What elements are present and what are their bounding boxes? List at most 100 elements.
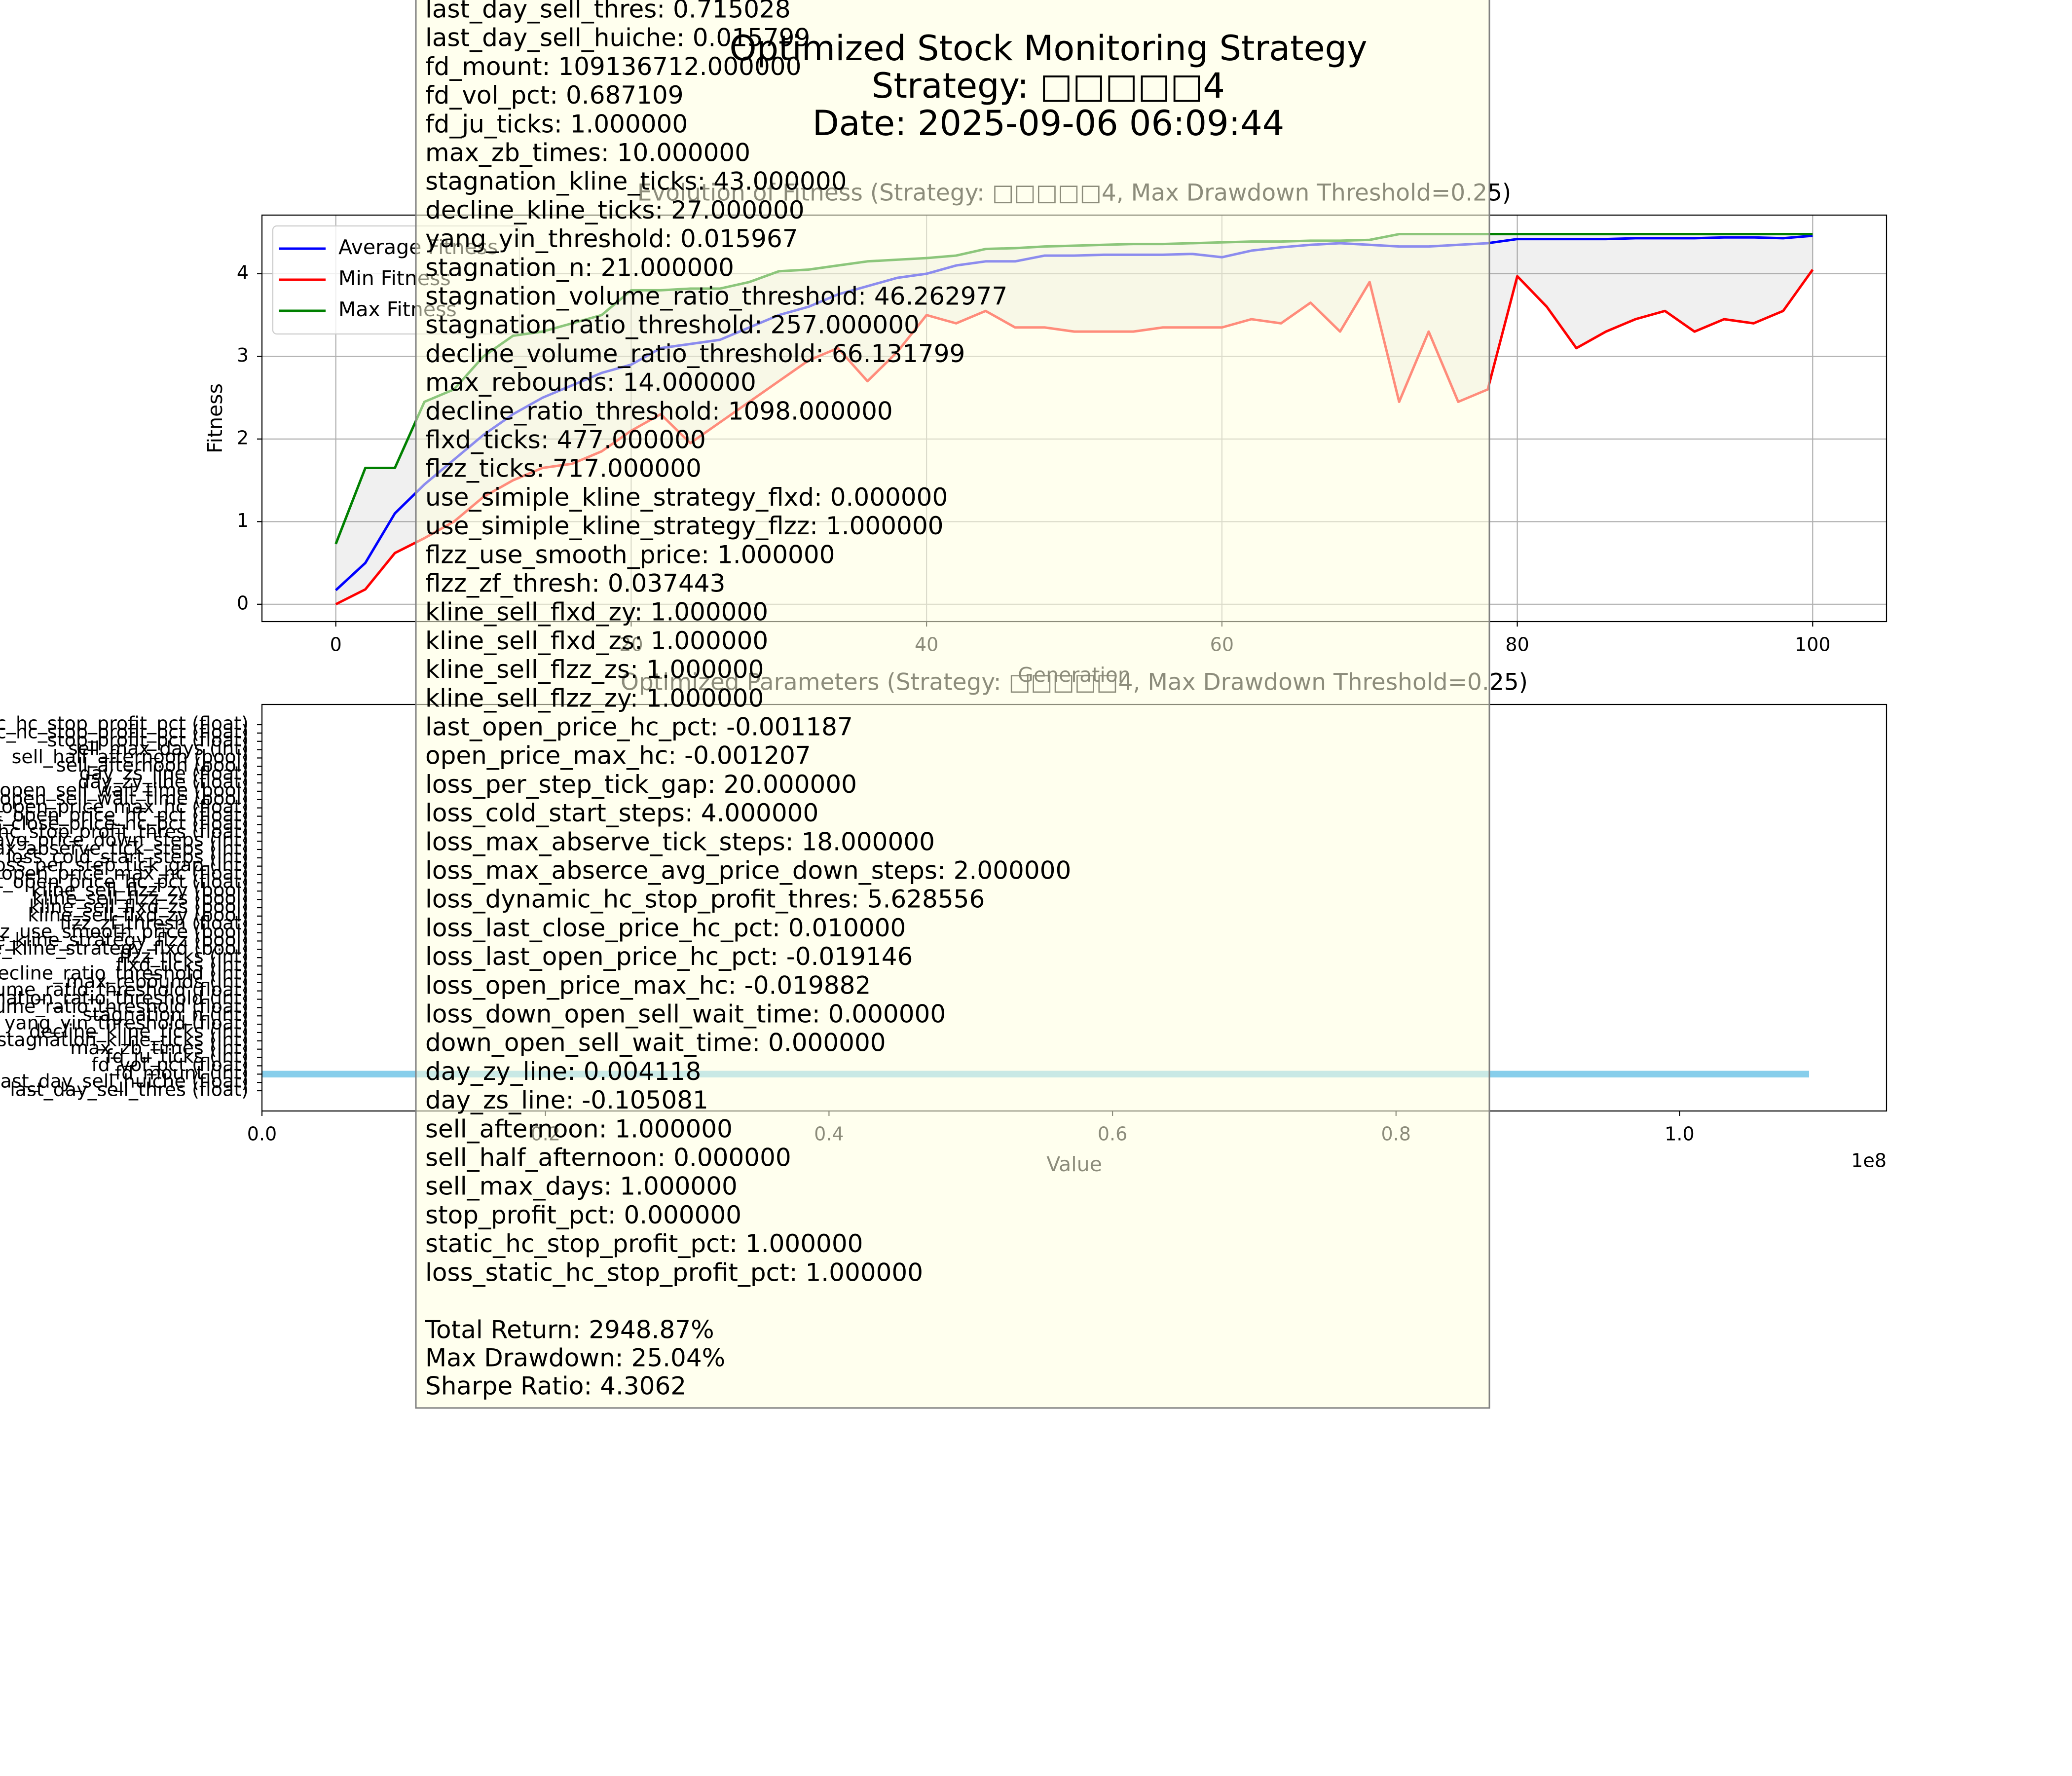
parameter-line: last_open_price_hc_pct: -0.001187 [425, 713, 853, 741]
parameter-line: stagnation_kline_ticks: 43.000000 [425, 167, 847, 196]
parameter-line: decline_volume_ratio_threshold: 66.13179… [425, 339, 965, 368]
y-tick-label: 2 [237, 427, 249, 448]
y-tick-label: sell_max_days (int) [68, 738, 249, 759]
y-tick-label: yang_yin_threshold (float) [4, 1012, 249, 1034]
figure-title: Strategy: □□□□□4 [872, 66, 1225, 106]
y-tick-label: loss_max_abserve_tick_steps (int) [0, 837, 249, 859]
y-tick-label: max_zb_times (int) [70, 1037, 249, 1059]
parameter-line: last_day_sell_thres: 0.715028 [425, 0, 791, 24]
y-tick-label: loss_dynamic_hc_stop_profit_thres (float… [0, 821, 249, 843]
x-tick-label: 0.0 [247, 1123, 277, 1145]
summary-line: Sharpe Ratio: 4.3062 [425, 1372, 686, 1401]
y-tick-label: loss_last_close_price_hc_pct (float) [0, 813, 249, 834]
parameter-line: loss_down_open_sell_wait_time: 0.000000 [425, 1000, 946, 1029]
parameter-line: loss_static_hc_stop_profit_pct: 1.000000 [425, 1258, 923, 1287]
y-tick-label: loss_open_price_max_hc (float) [0, 796, 249, 817]
parameter-line: yang_yin_threshold: 0.015967 [425, 224, 798, 253]
parameter-line: stop_profit_pct: 0.000000 [425, 1201, 741, 1229]
y-tick-label: 0 [237, 592, 249, 614]
parameter-line: sell_afternoon: 1.000000 [425, 1114, 733, 1143]
y-tick-label: use_simiple_kline_strategy_flxd (bool) [0, 937, 249, 959]
parameter-line: max_rebounds: 14.000000 [425, 368, 756, 397]
x-tick-label: 80 [1505, 634, 1529, 656]
y-tick-label: stagnation_ratio_threshold (int) [0, 987, 249, 1009]
parameter-line: max_zb_times: 10.000000 [425, 139, 750, 167]
parameter-line: fd_mount: 109136712.000000 [425, 52, 801, 81]
y-tick-label: flxd_ticks (int) [116, 954, 249, 976]
y-tick-label: 4 [237, 261, 249, 283]
summary-line: Total Return: 2948.87% [425, 1316, 714, 1344]
y-axis-label: Fitness [203, 383, 227, 453]
parameter-line: flzz_zf_thresh: 0.037443 [425, 569, 725, 598]
y-tick-label: last_day_sell_thres (float) [10, 1079, 249, 1101]
y-tick-label: flzz_zf_thresh (float) [60, 912, 249, 934]
parameter-line: stagnation_volume_ratio_threshold: 46.26… [425, 282, 1007, 311]
y-tick-label: fd_vol_pct (float) [91, 1054, 249, 1075]
parameter-line: day_zs_line: -0.105081 [425, 1086, 708, 1114]
figure-title: Date: 2025-09-06 06:09:44 [813, 103, 1285, 144]
parameter-line: open_price_max_hc: -0.001207 [425, 741, 811, 770]
y-tick-label: flzz_ticks (int) [119, 946, 249, 967]
parameter-line: loss_dynamic_hc_stop_profit_thres: 5.628… [425, 885, 985, 914]
y-tick-label: open_price_max_hc (float) [1, 862, 249, 884]
parameter-line: loss_max_abserce_avg_price_down_steps: 2… [425, 856, 1071, 885]
parameter-line: use_simiple_kline_strategy_flxd: 0.00000… [425, 483, 948, 512]
y-tick-label: stagnation_volume_ratio_threshold (float… [0, 996, 249, 1017]
y-tick-label: stagnation_kline_ticks (int) [0, 1029, 249, 1050]
y-tick-label: down_open_sell_wait_time (bool) [0, 779, 249, 801]
parameter-line: kline_sell_flzz_zy: 1.000000 [425, 684, 764, 712]
y-tick-label: kline_sell_flzz_zy (bool) [31, 879, 249, 901]
parameter-line: flxd_ticks: 477.000000 [425, 426, 706, 454]
y-tick-label: day_zy_line (float) [78, 771, 249, 793]
parameter-line: loss_per_step_tick_gap: 20.000000 [425, 770, 857, 799]
parameter-line: decline_kline_ticks: 27.000000 [425, 196, 805, 224]
y-tick-label: stagnation_n (int) [82, 1004, 249, 1026]
parameter-line: loss_open_price_max_hc: -0.019882 [425, 971, 871, 999]
x-tick-label: 100 [1795, 634, 1831, 656]
parameter-line: loss_last_close_price_hc_pct: 0.010000 [425, 914, 906, 942]
y-tick-label: loss_max_abserce_avg_price_down_steps (i… [0, 829, 249, 851]
parameter-line: stagnation_ratio_threshold: 257.000000 [425, 311, 920, 339]
parameter-line: fd_vol_pct: 0.687109 [425, 81, 684, 110]
y-tick-label: last_open_price_hc_pct (float) [0, 871, 249, 892]
x-tick-label: 0 [330, 634, 342, 656]
parameter-line: loss_last_open_price_hc_pct: -0.019146 [425, 942, 913, 971]
y-tick-label: loss_per_step_tick_gap (int) [0, 854, 249, 876]
parameter-line: fd_ju_ticks: 1.000000 [425, 110, 688, 138]
y-tick-label: decline_kline_ticks (int) [29, 1020, 249, 1042]
y-tick-label: decline_ratio_threshold (int) [0, 962, 249, 984]
y-tick-label: fd_ju_ticks (int) [106, 1045, 249, 1067]
y-tick-label: flzz_use_smooth_price (bool) [0, 921, 249, 942]
parameter-line: sell_max_days: 1.000000 [425, 1172, 738, 1201]
parameter-line: flzz_ticks: 717.000000 [425, 454, 702, 483]
y-tick-label: loss_static_hc_stop_profit_pct (float) [0, 713, 249, 735]
parameter-line: use_simiple_kline_strategy_flzz: 1.00000… [425, 512, 943, 540]
parameter-line: decline_ratio_threshold: 1098.000000 [425, 397, 893, 425]
y-tick-label: sell_half_afternoon (bool) [12, 746, 249, 768]
y-tick-label: kline_sell_flxd_zs (bool) [29, 896, 249, 918]
parameter-line: last_day_sell_huiche: 0.015799 [425, 24, 810, 52]
y-tick-label: 1 [237, 510, 249, 531]
y-tick-label: stop_profit_pct (float) [47, 729, 249, 751]
y-tick-label: loss_cold_start_steps (int) [6, 846, 249, 867]
parameter-line: stagnation_n: 21.000000 [425, 253, 734, 282]
y-tick-label: kline_sell_flzz_zs (bool) [33, 888, 249, 909]
y-tick-label: decline_volume_ratio_threshold (float) [0, 979, 249, 1000]
y-tick-label: loss_last_open_price_hc_pct (float) [0, 804, 249, 826]
y-tick-label: sell_afternoon (bool) [56, 754, 249, 776]
y-tick-label: kline_sell_flxd_zy (bool) [28, 904, 249, 925]
figure-title: Optimized Stock Monitoring Strategy [729, 28, 1367, 69]
y-tick-label: last_day_sell_huiche (float) [0, 1071, 249, 1092]
y-tick-label: max_rebounds (int) [66, 970, 249, 992]
y-tick-label: use_simiple_kline_strategy_flzz (bool) [0, 929, 249, 951]
y-tick-label: static_hc_stop_profit_pct (float) [0, 721, 249, 742]
parameter-line: kline_sell_flxd_zy: 1.000000 [425, 598, 768, 627]
parameter-line: kline_sell_flxd_zs: 1.000000 [425, 627, 768, 655]
parameter-line: static_hc_stop_profit_pct: 1.000000 [425, 1229, 863, 1258]
parameter-box [415, 0, 1490, 1409]
parameter-line: loss_cold_start_steps: 4.000000 [425, 799, 818, 827]
parameter-line: sell_half_afternoon: 0.000000 [425, 1144, 791, 1172]
x-tick-label: 1.0 [1665, 1123, 1694, 1145]
parameter-line: down_open_sell_wait_time: 0.000000 [425, 1029, 886, 1057]
